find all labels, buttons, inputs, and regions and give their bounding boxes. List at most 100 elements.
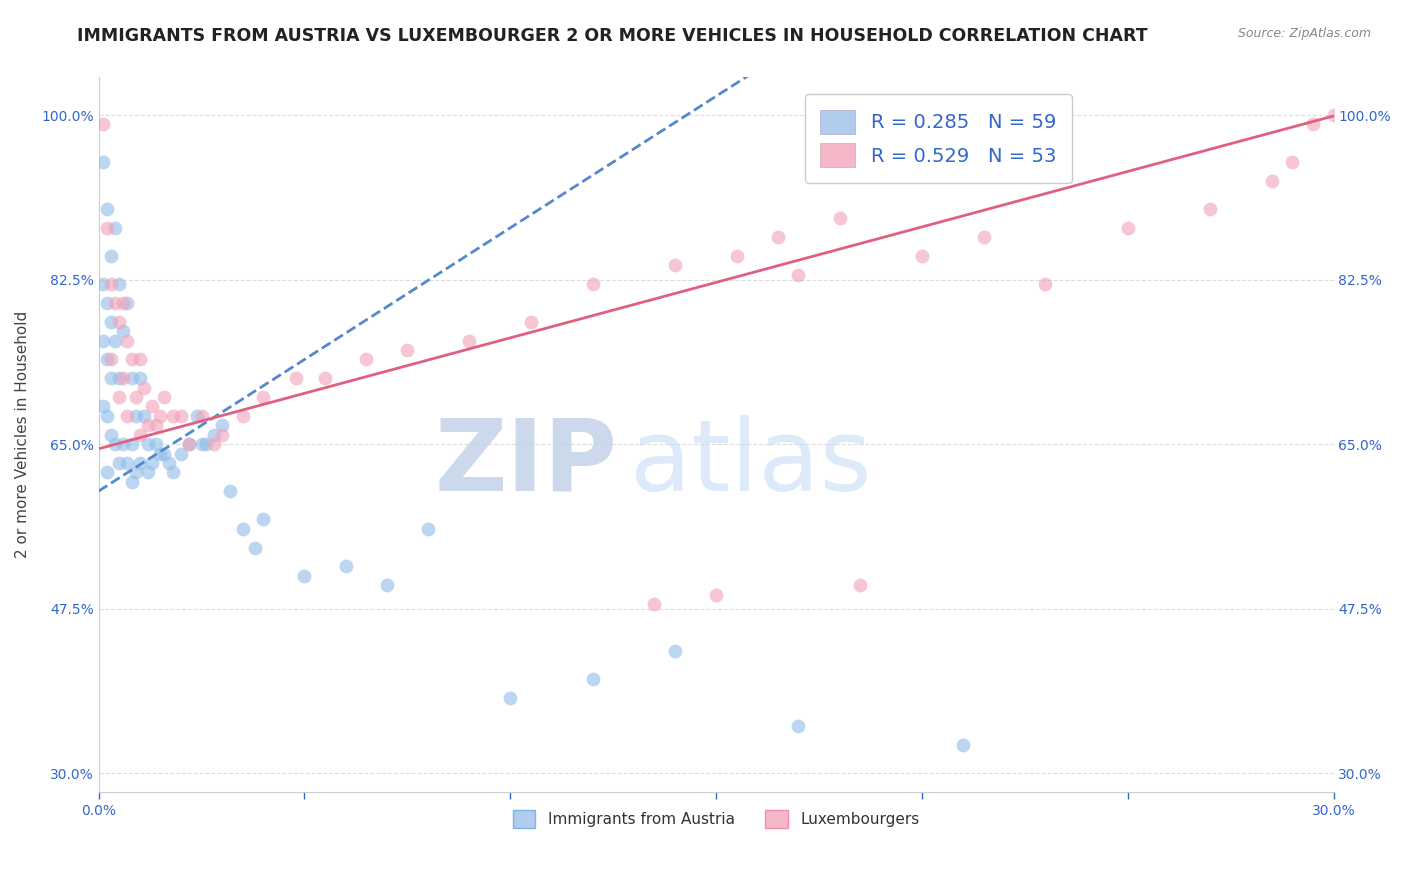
Point	[1035, 277, 1057, 292]
Point	[141, 400, 163, 414]
Point	[136, 437, 159, 451]
Point	[141, 456, 163, 470]
Point	[1302, 118, 1324, 132]
Point	[117, 456, 139, 470]
Point	[100, 371, 122, 385]
Point	[849, 578, 872, 592]
Point	[108, 390, 131, 404]
Point	[243, 541, 266, 555]
Point	[219, 484, 242, 499]
Point	[211, 427, 233, 442]
Point	[104, 334, 127, 348]
Y-axis label: 2 or more Vehicles in Household: 2 or more Vehicles in Household	[15, 311, 30, 558]
Point	[117, 409, 139, 423]
Point	[132, 409, 155, 423]
Legend: Immigrants from Austria, Luxembourgers: Immigrants from Austria, Luxembourgers	[506, 804, 925, 834]
Point	[124, 409, 146, 423]
Point	[128, 371, 150, 385]
Point	[124, 390, 146, 404]
Point	[91, 118, 114, 132]
Point	[787, 268, 810, 282]
Point	[96, 220, 118, 235]
Point	[499, 690, 522, 705]
Text: Source: ZipAtlas.com: Source: ZipAtlas.com	[1237, 27, 1371, 40]
Point	[108, 315, 131, 329]
Point	[520, 315, 543, 329]
Point	[112, 437, 135, 451]
Point	[100, 352, 122, 367]
Point	[828, 211, 851, 226]
Point	[104, 220, 127, 235]
Point	[952, 738, 974, 752]
Point	[96, 202, 118, 216]
Point	[1199, 202, 1222, 216]
Point	[153, 446, 176, 460]
Point	[149, 409, 172, 423]
Point	[128, 352, 150, 367]
Text: IMMIGRANTS FROM AUSTRIA VS LUXEMBOURGER 2 OR MORE VEHICLES IN HOUSEHOLD CORRELAT: IMMIGRANTS FROM AUSTRIA VS LUXEMBOURGER …	[77, 27, 1147, 45]
Point	[136, 465, 159, 479]
Point	[153, 390, 176, 404]
Point	[132, 381, 155, 395]
Point	[202, 437, 225, 451]
Point	[91, 155, 114, 169]
Point	[664, 259, 686, 273]
Point	[96, 465, 118, 479]
Point	[194, 437, 217, 451]
Point	[108, 277, 131, 292]
Point	[202, 427, 225, 442]
Point	[104, 296, 127, 310]
Point	[354, 352, 377, 367]
Point	[100, 427, 122, 442]
Point	[145, 418, 167, 433]
Point	[121, 437, 143, 451]
Point	[190, 409, 212, 423]
Point	[285, 371, 308, 385]
Point	[252, 390, 274, 404]
Point	[1322, 108, 1344, 122]
Point	[232, 522, 254, 536]
Point	[973, 230, 995, 244]
Point	[145, 437, 167, 451]
Point	[186, 409, 208, 423]
Point	[396, 343, 419, 357]
Point	[128, 456, 150, 470]
Point	[416, 522, 439, 536]
Point	[766, 230, 789, 244]
Point	[91, 334, 114, 348]
Point	[149, 446, 172, 460]
Point	[179, 437, 201, 451]
Point	[124, 465, 146, 479]
Point	[112, 296, 135, 310]
Point	[294, 568, 316, 582]
Point	[96, 409, 118, 423]
Point	[170, 409, 193, 423]
Point	[581, 277, 603, 292]
Point	[664, 644, 686, 658]
Text: atlas: atlas	[630, 415, 872, 512]
Point	[581, 672, 603, 686]
Point	[112, 371, 135, 385]
Point	[117, 296, 139, 310]
Point	[787, 719, 810, 733]
Point	[252, 512, 274, 526]
Point	[91, 277, 114, 292]
Point	[108, 371, 131, 385]
Point	[211, 418, 233, 433]
Point	[108, 456, 131, 470]
Point	[104, 437, 127, 451]
Point	[157, 456, 180, 470]
Point	[117, 334, 139, 348]
Point	[335, 559, 357, 574]
Point	[100, 315, 122, 329]
Point	[128, 427, 150, 442]
Point	[911, 249, 934, 263]
Point	[96, 296, 118, 310]
Point	[100, 277, 122, 292]
Point	[725, 249, 748, 263]
Point	[458, 334, 481, 348]
Point	[91, 400, 114, 414]
Point	[1281, 155, 1303, 169]
Point	[179, 437, 201, 451]
Point	[704, 588, 727, 602]
